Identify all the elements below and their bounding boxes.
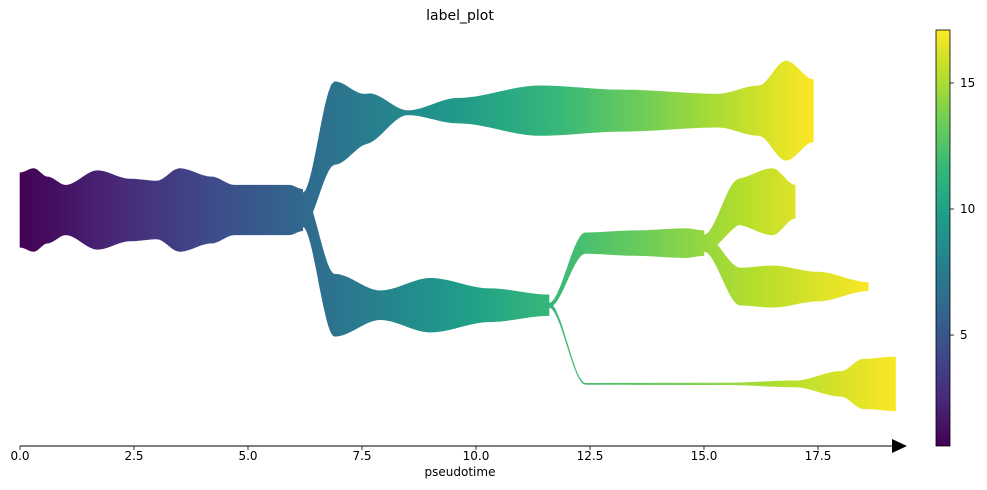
x-axis-title: pseudotime (425, 465, 496, 479)
x-tick-label: 2.5 (124, 449, 143, 463)
x-axis-arrow-icon (892, 439, 907, 453)
x-tick-label: 10.0 (463, 449, 490, 463)
branch-upper (302, 60, 814, 228)
colorbar-ticks: 5 10 15 (950, 76, 975, 342)
branch-mid-top (703, 168, 796, 252)
chart-title: label_plot (426, 8, 494, 24)
branch-root (19, 168, 303, 252)
x-tick-label: 15.0 (691, 449, 718, 463)
colorbar-frame (935, 29, 951, 447)
x-tick-label: 12.5 (577, 449, 604, 463)
x-tick-label: 5.0 (238, 449, 257, 463)
branch-bottom (548, 302, 896, 412)
x-ticks: 0.0 2.5 5.0 7.5 10.0 12.5 15.0 17.5 (10, 446, 831, 463)
branches-layer (19, 60, 896, 412)
colorbar-tick-label: 15 (960, 76, 975, 90)
branch-mid-bottom (703, 234, 869, 308)
colorbar-gradient (936, 30, 950, 446)
colorbar-tick-label: 5 (960, 328, 968, 342)
colorbar: 5 10 15 (935, 29, 975, 447)
x-axis: 0.0 2.5 5.0 7.5 10.0 12.5 15.0 17.5 (10, 439, 907, 463)
colorbar-tick-label: 10 (960, 202, 975, 216)
branch-lower (302, 192, 550, 337)
branch-mid (548, 228, 705, 308)
x-tick-label: 17.5 (805, 449, 832, 463)
x-tick-label: 0.0 (10, 449, 29, 463)
x-tick-label: 7.5 (352, 449, 371, 463)
